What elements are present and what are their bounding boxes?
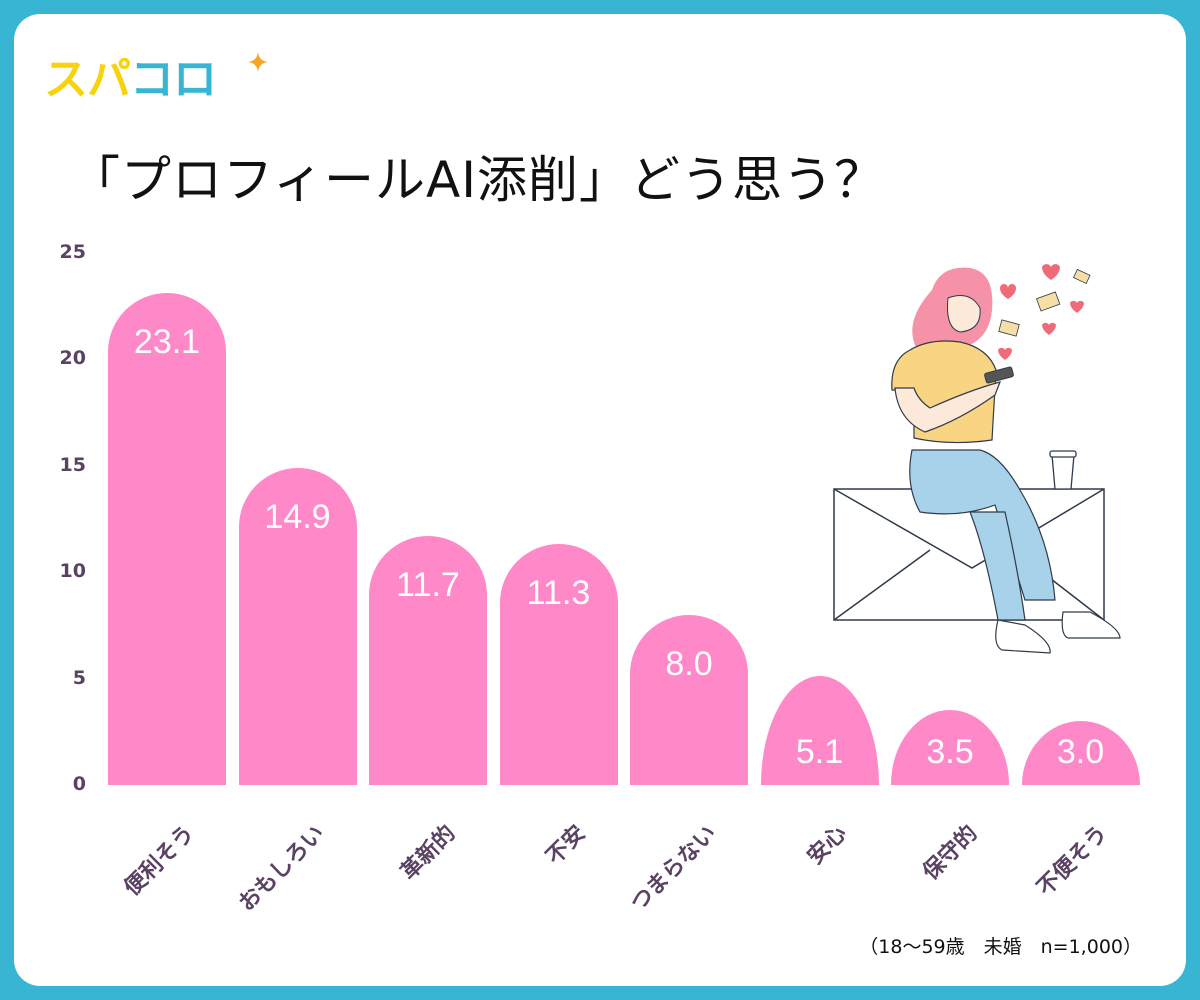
y-tick-label: 10 [59, 560, 86, 582]
bar: 23.1 [108, 292, 226, 785]
bar-value-label: 3.0 [1056, 732, 1105, 771]
sparkle-icon [248, 52, 268, 72]
bar: 14.9 [238, 467, 357, 785]
bar-value-label: 23.1 [133, 322, 201, 361]
y-tick-label: 0 [72, 773, 86, 795]
bar-value-label: 8.0 [665, 644, 713, 683]
mini-envelope-icons [998, 268, 1091, 337]
bar: 8.0 [630, 614, 748, 785]
coffee-cup-icon [1049, 450, 1077, 490]
logo-part-2: コロ [130, 54, 217, 105]
heart-icons [998, 264, 1084, 360]
sample-footnote: （18〜59歳 未婚 n=1,000） [859, 936, 1142, 958]
bar-value-label: 14.9 [264, 497, 331, 536]
bar-value-label: 11.3 [526, 574, 591, 613]
bar: 11.3 [499, 544, 618, 785]
bar: 11.7 [369, 535, 487, 785]
bar-value-label: 5.1 [795, 732, 844, 771]
y-tick-label: 15 [59, 453, 86, 476]
brand-logo: スパコロ [44, 58, 217, 102]
chart-title: 「プロフィールAI添削」どう思う？ [70, 151, 885, 209]
woman-with-phone-illustration [833, 264, 1121, 654]
bar-value-label: 3.5 [926, 732, 974, 771]
y-tick-label: 20 [59, 347, 86, 369]
logo-part-1: スパ [44, 54, 131, 105]
y-tick-label: 5 [72, 666, 86, 689]
y-tick-label: 25 [59, 240, 86, 263]
bar-value-label: 11.7 [396, 565, 460, 604]
